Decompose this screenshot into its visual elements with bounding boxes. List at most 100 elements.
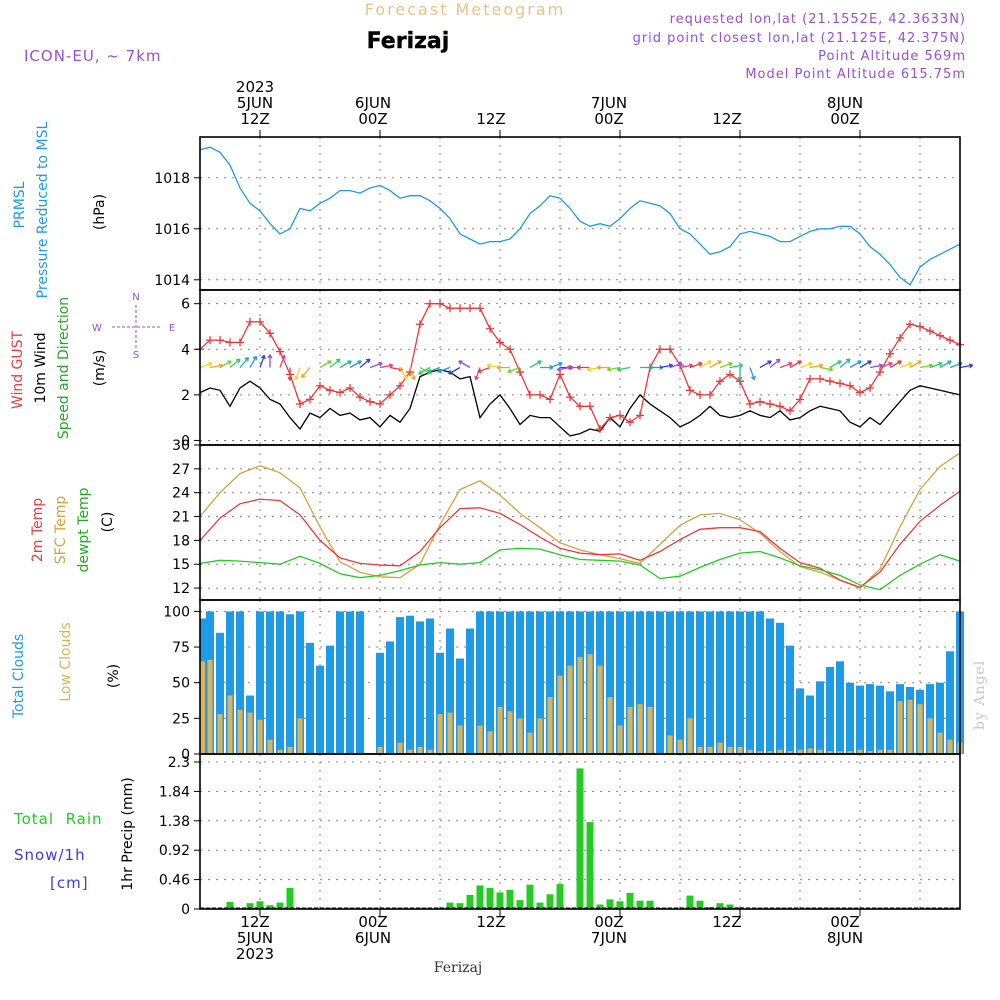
low-cloud-bar	[567, 665, 573, 754]
gust-marker	[936, 331, 944, 340]
bottom-time-label-line: 12Z	[240, 913, 269, 931]
precip-bar	[246, 903, 254, 909]
low-cloud-bar	[627, 706, 633, 754]
total-cloud-bar	[506, 611, 514, 754]
bottom-time-label-line: 7JUN	[591, 929, 627, 947]
gust-marker	[666, 345, 674, 354]
precip-bar	[526, 884, 534, 909]
y-tick-label: 0.92	[159, 843, 190, 859]
total-cloud-bar	[396, 617, 404, 754]
low-cloud-bar	[937, 732, 943, 754]
total-cloud-bar	[536, 611, 544, 754]
low-cloud-bar	[737, 746, 743, 754]
cloud-labels: Total Clouds Low Clouds (%)	[11, 622, 122, 719]
total-cloud-bar	[236, 611, 244, 754]
precip-bar	[546, 894, 554, 909]
gust-marker	[716, 377, 724, 386]
low-cloud-bar	[917, 704, 923, 754]
y-tick-label: 0	[181, 747, 190, 763]
precip-bar	[506, 889, 514, 909]
requested-coords: requested lon,lat (21.1552E, 42.3633N)	[670, 12, 966, 27]
y-tick-label: 0	[181, 902, 190, 918]
precip-bar	[716, 903, 724, 909]
gust-marker	[946, 336, 954, 345]
low-cloud-bar	[727, 746, 733, 754]
low-cloud-bar	[537, 718, 543, 754]
total-cloud-bar	[376, 652, 384, 754]
total-cloud-bar	[936, 682, 944, 754]
gust-marker	[246, 317, 254, 326]
gridpoint-coords: grid point closest lon,lat (21.125E, 42.…	[633, 31, 966, 46]
y-tick-label: 6	[181, 297, 190, 313]
low-cloud-bar	[747, 749, 753, 754]
gust-marker	[546, 395, 554, 404]
total-cloud-bar	[656, 611, 664, 754]
total-cloud-bar	[216, 632, 224, 754]
low-cloud-bar	[577, 657, 583, 754]
wind-direction-arrow	[729, 363, 744, 369]
low-cloud-bar	[697, 746, 703, 754]
low-cloud-bar	[267, 739, 273, 754]
total-cloud-bar	[446, 628, 454, 754]
wind-direction-arrow	[596, 365, 610, 370]
gust-marker	[756, 397, 764, 406]
low-cloud-bar	[527, 732, 533, 754]
top-time-label-line: 00Z	[830, 110, 859, 128]
total-cloud-bar	[646, 611, 654, 754]
panel-frame-temp	[199, 444, 961, 601]
bottom-time-label-line: 5JUN	[237, 929, 273, 947]
total-cloud-bar	[706, 611, 714, 754]
bottom-time-label-line: 6JUN	[355, 929, 391, 947]
total-cloud-bar	[486, 611, 494, 754]
low-cloud-bar	[227, 695, 233, 754]
wind10m-line	[199, 369, 961, 437]
total-cloud-bar	[346, 611, 354, 754]
y-tick-label: 0.46	[159, 873, 190, 889]
gust-marker	[516, 368, 524, 377]
gust-marker	[396, 381, 404, 390]
compass-south: S	[133, 350, 139, 361]
gust-marker	[806, 374, 814, 383]
wind-unit: (m/s)	[92, 350, 108, 387]
gust-marker	[276, 347, 284, 356]
wind-direction-arrow	[409, 367, 416, 381]
gust-marker	[436, 299, 444, 308]
top-time-label-line: 5JUN	[237, 94, 273, 112]
low-cloud-bar	[717, 742, 723, 754]
wind-direction-arrow	[689, 361, 703, 369]
total-cloud-bar	[286, 614, 294, 754]
wind-direction-arrow	[829, 360, 842, 369]
gust-marker	[876, 368, 884, 377]
top-time-label-line: 12Z	[240, 110, 269, 128]
gust-marker	[686, 386, 694, 395]
gust-marker	[426, 299, 434, 308]
y-tick-label: 1.38	[159, 814, 190, 830]
gust-marker	[916, 322, 924, 331]
gust-marker	[236, 338, 244, 347]
low-cloud-bar	[587, 654, 593, 754]
gust-marker	[266, 329, 274, 338]
sfc-label: SFC Temp	[53, 496, 69, 565]
wind-direction-arrow	[737, 367, 743, 381]
total-cloud-bar	[306, 642, 314, 754]
total-cloud-bar	[786, 645, 794, 754]
total-cloud-bar	[826, 667, 834, 754]
top-time-label-line: 6JUN	[355, 94, 391, 112]
grid-layer	[200, 137, 960, 910]
gust-marker	[206, 336, 214, 345]
wind-direction-arrow	[319, 360, 332, 369]
wind-direction-arrow	[267, 354, 273, 368]
bottom-time-label: 12Z	[476, 913, 505, 931]
gust-marker	[896, 333, 904, 342]
precip-bar	[266, 905, 274, 909]
snow-unit: [cm]	[50, 874, 89, 892]
wind-direction-arrow	[399, 367, 408, 380]
gust-marker	[456, 304, 464, 313]
bottom-time-label: 00Z 7JUN	[591, 913, 627, 947]
y-tick-label: 4	[181, 342, 190, 358]
dewpt-label: dewpt Temp	[76, 487, 92, 572]
total-cloud-bar	[676, 611, 684, 754]
dewpt-line	[199, 547, 961, 591]
total-cloud-bar	[256, 611, 264, 754]
